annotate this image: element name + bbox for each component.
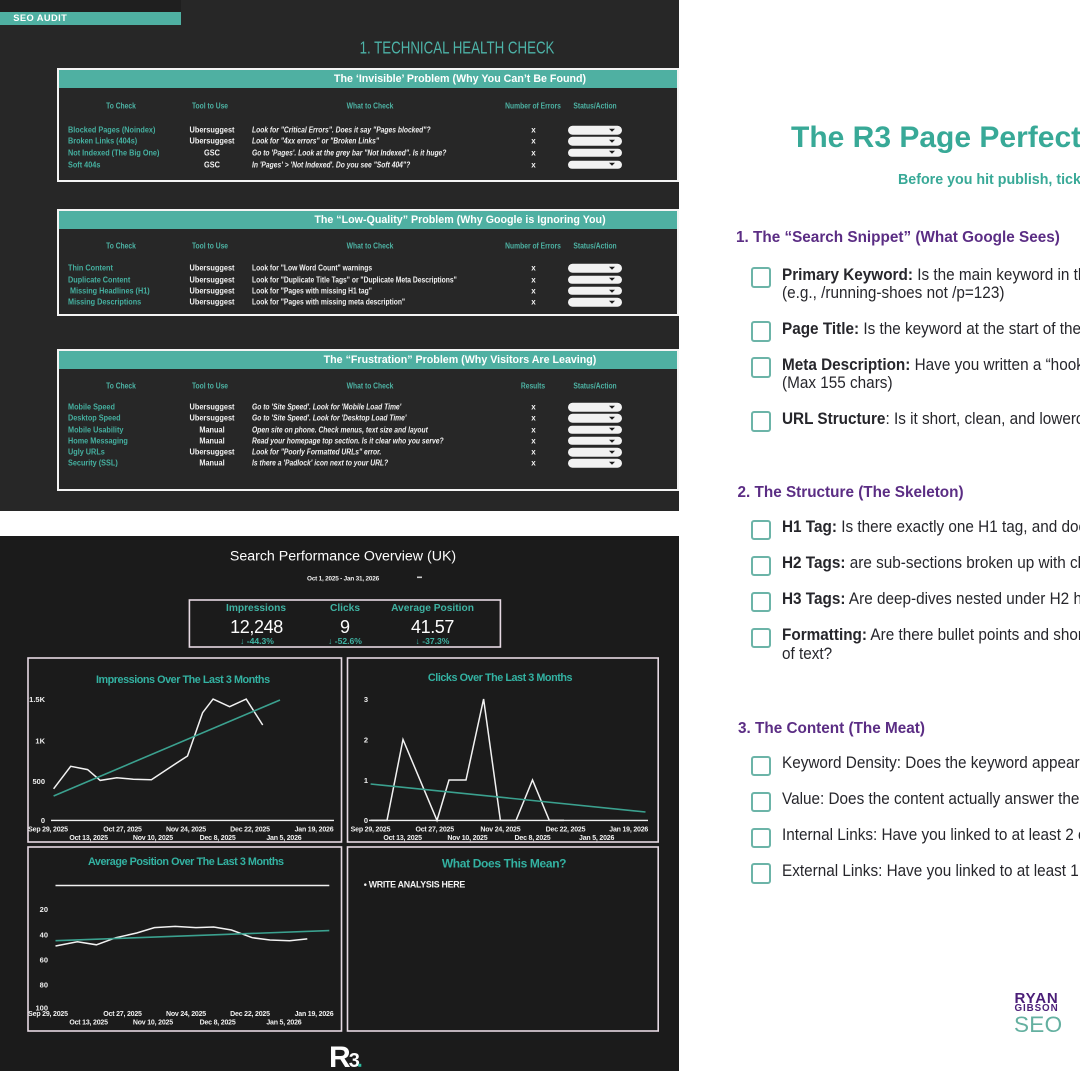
svg-text:Dec 8, 2025: Dec 8, 2025	[200, 835, 236, 842]
svg-text:Sep 29, 2025: Sep 29, 2025	[351, 826, 391, 833]
svg-text:1: 1	[364, 776, 368, 785]
svg-text:Oct 13, 2025: Oct 13, 2025	[383, 835, 422, 842]
svg-text:Jan 19, 2026: Jan 19, 2026	[295, 826, 334, 833]
svg-text:Dec 22, 2025: Dec 22, 2025	[546, 826, 586, 833]
svg-text:Dec 22, 2025: Dec 22, 2025	[230, 826, 270, 833]
svg-text:Average Position Over The Last: Average Position Over The Last 3 Months	[88, 856, 284, 868]
svg-text:40: 40	[40, 931, 48, 940]
svg-text:Nov 10, 2025: Nov 10, 2025	[447, 835, 487, 842]
svg-text:↓ -44.3%: ↓ -44.3%	[240, 636, 274, 646]
svg-text:1K: 1K	[35, 737, 45, 746]
svg-text:Oct 27, 2025: Oct 27, 2025	[103, 826, 142, 833]
svg-text:Oct 27, 2025: Oct 27, 2025	[103, 1011, 142, 1018]
svg-text:Nov 24, 2025: Nov 24, 2025	[166, 1011, 206, 1018]
svg-text:Clicks: Clicks	[330, 603, 360, 614]
svg-text:Nov 10, 2025: Nov 10, 2025	[133, 835, 173, 842]
svg-text:Nov 24, 2025: Nov 24, 2025	[166, 826, 206, 833]
svg-text:• WRITE ANALYSIS HERE: • WRITE ANALYSIS HERE	[364, 879, 466, 889]
svg-text:What Does This Mean?: What Does This Mean?	[442, 857, 566, 871]
svg-text:Oct 1, 2025 - Jan 31, 2026: Oct 1, 2025 - Jan 31, 2026	[307, 575, 380, 582]
svg-text:100: 100	[35, 1003, 48, 1012]
svg-text:Oct 27, 2025: Oct 27, 2025	[415, 826, 454, 833]
svg-text:41.57: 41.57	[411, 617, 454, 637]
svg-text:20: 20	[40, 905, 48, 914]
svg-text:80: 80	[40, 980, 48, 989]
svg-text:Average Position: Average Position	[391, 603, 474, 614]
svg-text:Nov 24, 2025: Nov 24, 2025	[480, 826, 520, 833]
svg-text:Jan 19, 2026: Jan 19, 2026	[295, 1011, 334, 1018]
svg-text:Impressions Over The Last 3 Mo: Impressions Over The Last 3 Months	[96, 674, 270, 686]
svg-text:Nov 10, 2025: Nov 10, 2025	[133, 1019, 173, 1026]
svg-text:Jan 5, 2026: Jan 5, 2026	[266, 1019, 301, 1026]
svg-text:9: 9	[340, 617, 350, 637]
svg-text:Dec 8, 2025: Dec 8, 2025	[200, 1019, 236, 1026]
svg-text:3: 3	[349, 1050, 360, 1072]
svg-text:Dec 22, 2025: Dec 22, 2025	[230, 1011, 270, 1018]
svg-text:Jan 5, 2026: Jan 5, 2026	[266, 835, 301, 842]
svg-text:↓ -37.3%: ↓ -37.3%	[416, 636, 450, 646]
svg-text:60: 60	[40, 955, 48, 964]
svg-text:Jan 19, 2026: Jan 19, 2026	[609, 826, 648, 833]
svg-text:Sep 29, 2025: Sep 29, 2025	[28, 1011, 68, 1018]
svg-text:3: 3	[364, 695, 368, 704]
svg-text:Sep 29, 2025: Sep 29, 2025	[28, 826, 68, 833]
svg-text:R: R	[329, 1041, 351, 1072]
svg-text:0: 0	[364, 816, 368, 825]
svg-text:Oct 13, 2025: Oct 13, 2025	[69, 835, 108, 842]
svg-text:Impressions: Impressions	[226, 603, 286, 614]
svg-text:Dec 8, 2025: Dec 8, 2025	[515, 835, 551, 842]
svg-text:↓ -52.6%: ↓ -52.6%	[328, 636, 362, 646]
svg-text:Oct 13, 2025: Oct 13, 2025	[69, 1019, 108, 1026]
svg-text:12,248: 12,248	[230, 617, 283, 637]
svg-text:0: 0	[41, 816, 45, 825]
svg-text:1.5K: 1.5K	[29, 695, 45, 704]
svg-text:2: 2	[364, 735, 368, 744]
svg-text:Search Performance Overview (U: Search Performance Overview (UK)	[230, 549, 456, 565]
svg-text:Clicks Over The Last 3 Months: Clicks Over The Last 3 Months	[428, 672, 573, 684]
svg-text:500: 500	[32, 777, 45, 786]
svg-text:Jan 5, 2026: Jan 5, 2026	[579, 835, 614, 842]
